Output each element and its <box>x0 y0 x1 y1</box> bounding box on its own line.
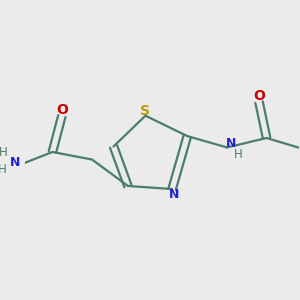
Text: O: O <box>56 103 68 117</box>
Text: S: S <box>140 104 150 118</box>
Text: N: N <box>169 188 179 201</box>
Text: O: O <box>253 89 265 103</box>
Text: N: N <box>10 156 20 169</box>
Text: H: H <box>0 146 8 159</box>
Text: H: H <box>234 148 243 161</box>
Text: H: H <box>0 164 7 176</box>
Text: N: N <box>226 137 236 150</box>
